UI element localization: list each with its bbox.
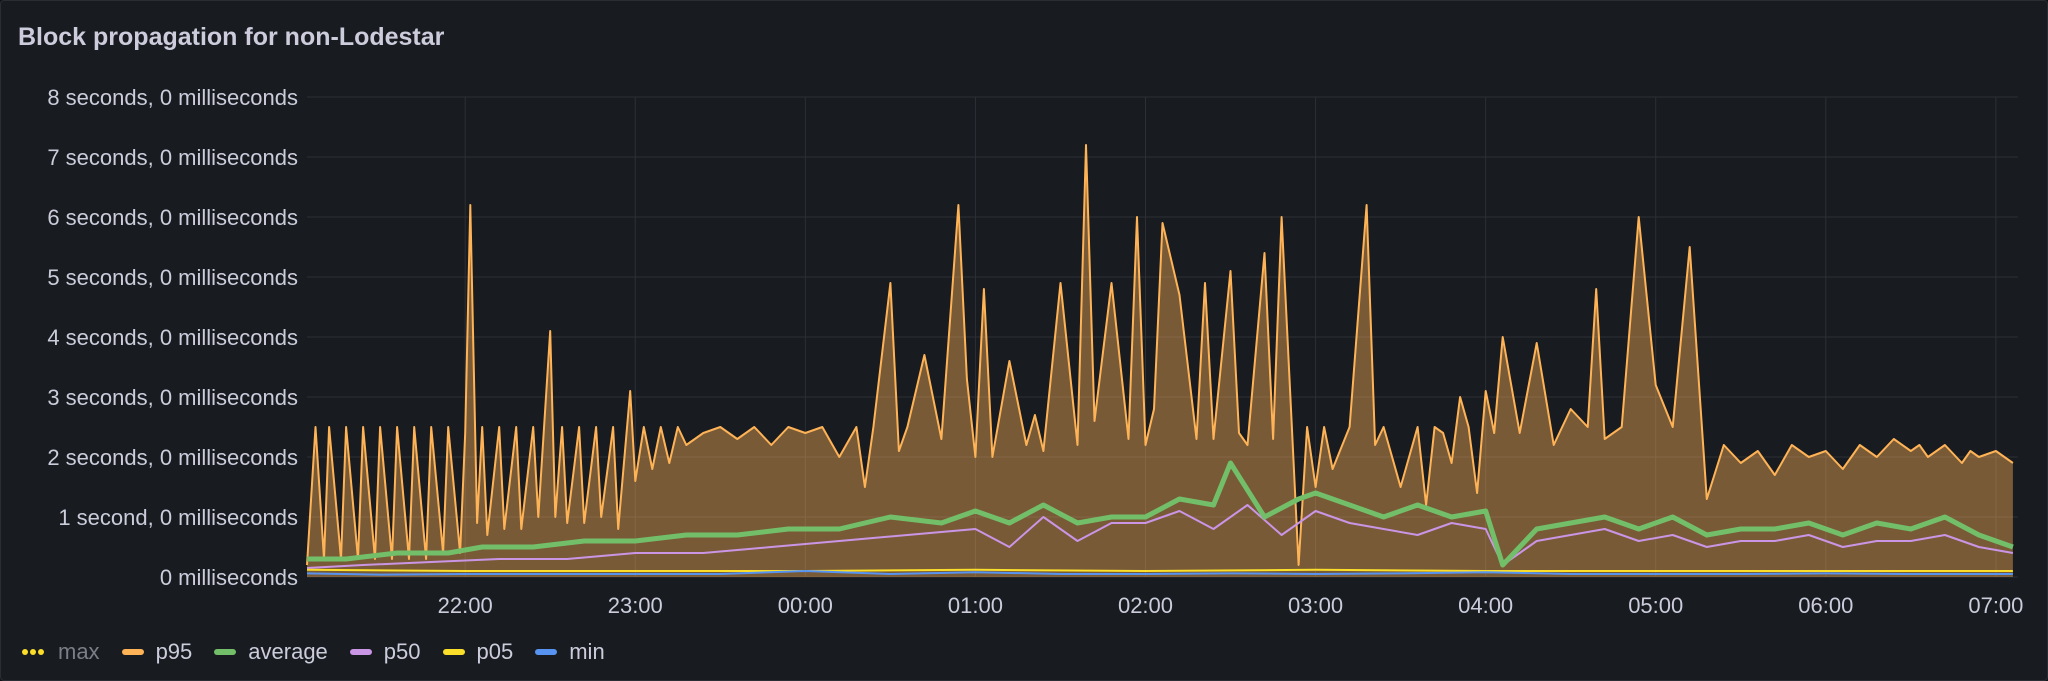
legend-swatch [442,649,465,655]
series-line-p05 [306,568,2013,572]
y-tick-label: 2 seconds, 0 milliseconds [47,445,298,470]
series-line-average [307,460,2014,568]
legend-item-p05[interactable]: p05 [442,639,514,665]
legend-swatch [349,649,372,655]
legend-item-min[interactable]: min [535,639,605,665]
legend-swatch [214,649,237,655]
y-tick-label: 0 milliseconds [160,565,298,590]
x-tick-label: 05:00 [1628,593,1683,618]
x-tick-label: 00:00 [778,593,833,618]
timeseries-chart[interactable]: 0 milliseconds 1 second, 0 milliseconds 2 … [0,0,2048,630]
legend-item-average[interactable]: average [214,639,328,665]
x-tick-label: 22:00 [438,593,493,618]
x-tick-label: 01:00 [948,593,1003,618]
legend-label: p05 [476,639,514,664]
legend-label: p50 [383,639,421,664]
x-tick-label: 03:00 [1288,593,1343,618]
series-layer [306,144,2014,577]
legend-item-p95[interactable]: p95 [121,639,193,665]
legend-label: p95 [155,639,193,664]
legend-swatch [121,649,144,655]
legend-swatch [535,649,558,655]
legend: max p95 average p50 p05 min [22,636,627,668]
y-tick-label: 5 seconds, 0 milliseconds [47,265,298,290]
y-axis: 0 milliseconds 1 second, 0 milliseconds 2 … [47,85,298,590]
x-axis: 22:00 23:00 00:00 01:00 02:00 03:00 04:00 05:00… [438,593,2024,618]
legend-label: min [569,639,605,664]
series-line-min [306,570,2013,576]
grid [307,96,2018,578]
y-tick-label: 7 seconds, 0 milliseconds [47,145,298,170]
y-tick-label: 8 seconds, 0 milliseconds [47,85,298,110]
y-tick-label: 4 seconds, 0 milliseconds [47,325,298,350]
series-line-p50 [306,504,2014,569]
series-area-p95 [307,145,2013,577]
x-tick-label: 06:00 [1798,593,1853,618]
legend-item-max[interactable]: max [22,639,100,665]
y-tick-label: 1 second, 0 milliseconds [58,505,298,530]
legend-item-p50[interactable]: p50 [349,639,421,665]
series-line-p95 [306,144,2014,566]
x-tick-label: 23:00 [608,593,663,618]
x-tick-label: 07:00 [1968,593,2023,618]
x-tick-label: 02:00 [1118,593,1173,618]
panel-title[interactable]: Block propagation for non-Lodestar [18,23,445,51]
y-tick-label: 3 seconds, 0 milliseconds [47,385,298,410]
legend-label: average [248,639,328,664]
x-tick-label: 04:00 [1458,593,1513,618]
y-tick-label: 6 seconds, 0 milliseconds [47,205,298,230]
legend-label: max [58,639,100,664]
legend-swatch [22,649,46,655]
